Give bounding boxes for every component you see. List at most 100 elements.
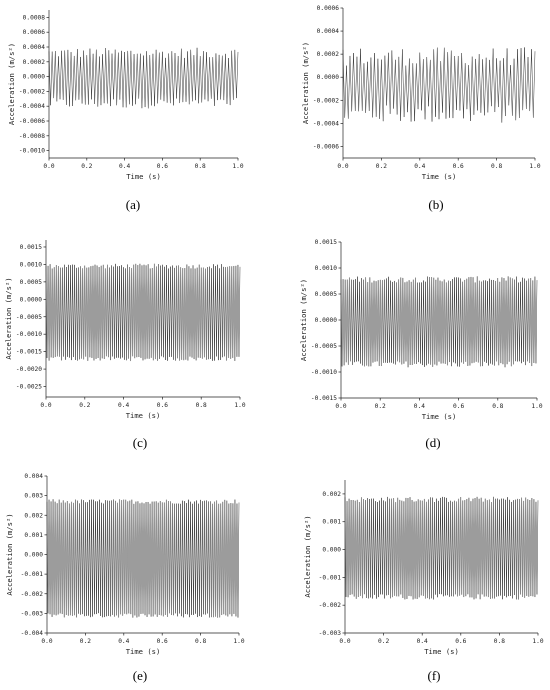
panel-caption: (d) <box>425 435 440 450</box>
signal-trace <box>344 496 539 600</box>
x-axis-title: Time (s) <box>126 172 161 181</box>
y-tick-label: -0.0010 <box>19 148 45 155</box>
y-axis-title: Acceleration (m/s²) <box>303 515 312 597</box>
panel-caption: (e) <box>133 668 147 683</box>
x-tick-label: 0.8 <box>492 403 503 410</box>
y-axis-title: Acceleration (m/s²) <box>301 42 310 124</box>
x-tick-label: 0.0 <box>335 403 346 410</box>
y-tick-label: -0.0004 <box>313 120 339 127</box>
y-tick-label: 0.0010 <box>315 265 338 272</box>
y-tick-label: -0.0002 <box>313 97 339 104</box>
y-tick-label: 0.0010 <box>20 261 43 268</box>
signal-trace <box>46 499 240 618</box>
x-tick-label: 0.8 <box>491 163 502 170</box>
x-tick-label: 1.0 <box>532 638 543 645</box>
x-tick-label: 0.0 <box>40 402 51 409</box>
panel-caption: (a) <box>126 197 140 212</box>
y-tick-label: 0.004 <box>24 473 43 480</box>
y-tick-label: 0.0015 <box>315 239 338 246</box>
x-axis-title: Time (s) <box>126 647 161 656</box>
signal-trace <box>45 263 241 362</box>
y-tick-label: 0.002 <box>24 512 43 519</box>
x-tick-label: 1.0 <box>233 638 244 645</box>
x-tick-label: 0.8 <box>494 638 505 645</box>
y-tick-label: -0.003 <box>21 610 44 617</box>
y-tick-label: -0.0006 <box>313 143 339 150</box>
y-tick-label: 0.0002 <box>23 59 46 66</box>
y-tick-label: -0.0006 <box>19 118 45 125</box>
x-tick-label: 1.0 <box>234 402 245 409</box>
panel-caption: (f) <box>428 668 441 683</box>
x-tick-label: 0.2 <box>376 163 387 170</box>
y-tick-label: 0.000 <box>322 547 341 554</box>
y-tick-label: -0.0020 <box>16 366 42 373</box>
chart-panel-2: 0.0006 0.0004 0.0002 0.0000 -0.0002 -0.0004 -0… <box>301 5 541 212</box>
y-tick-label: 0.0006 <box>23 29 46 36</box>
y-tick-label: 0.0004 <box>317 28 340 35</box>
y-tick-label: 0.0000 <box>23 74 46 81</box>
panel-caption: (c) <box>133 435 147 450</box>
x-tick-label: 0.2 <box>378 638 389 645</box>
x-tick-label: 0.2 <box>81 163 92 170</box>
y-tick-label: -0.001 <box>21 571 44 578</box>
x-tick-label: 0.6 <box>455 638 466 645</box>
x-tick-label: 1.0 <box>232 163 243 170</box>
y-tick-label: 0.0008 <box>23 14 46 21</box>
y-tick-label: -0.0004 <box>19 103 45 110</box>
y-tick-label: 0.0002 <box>317 51 340 58</box>
signal-trace <box>340 276 538 368</box>
x-tick-label: 0.2 <box>79 402 90 409</box>
x-axis-title: Time (s) <box>424 647 459 656</box>
y-tick-label: -0.0008 <box>19 133 45 140</box>
y-tick-label: 0.0000 <box>315 317 338 324</box>
y-tick-label: -0.0010 <box>16 331 42 338</box>
y-tick-label: 0.0005 <box>315 291 338 298</box>
x-axis-title: Time (s) <box>126 411 161 420</box>
y-tick-label: -0.0015 <box>311 395 337 402</box>
x-tick-label: 0.4 <box>414 403 425 410</box>
x-tick-label: 0.0 <box>41 638 52 645</box>
y-tick-label: -0.002 <box>319 602 342 609</box>
y-tick-label: -0.002 <box>21 591 44 598</box>
x-tick-label: 0.4 <box>414 163 425 170</box>
x-tick-label: 0.4 <box>118 402 129 409</box>
x-tick-label: 0.6 <box>453 163 464 170</box>
y-tick-label: 0.0004 <box>23 44 46 51</box>
y-axis-title: Acceleration (m/s²) <box>7 43 16 125</box>
y-axis-title: Acceleration (m/s²) <box>4 277 13 359</box>
y-tick-label: 0.0015 <box>20 244 43 251</box>
y-tick-label: 0.0006 <box>317 5 340 12</box>
x-tick-label: 0.0 <box>339 638 350 645</box>
x-axis-title: Time (s) <box>422 172 457 181</box>
chart-panel-1: 0.0008 0.0006 0.0004 0.0002 0.0000 -0.0002 -0.… <box>7 10 244 212</box>
x-tick-label: 1.0 <box>531 403 542 410</box>
y-axis-title: Acceleration (m/s²) <box>5 513 14 595</box>
y-tick-label: 0.0005 <box>20 279 43 286</box>
y-tick-label: 0.000 <box>24 552 43 559</box>
x-tick-label: 0.0 <box>43 163 54 170</box>
y-tick-label: -0.001 <box>319 574 342 581</box>
y-tick-label: -0.0002 <box>19 88 45 95</box>
signal-trace <box>48 47 239 109</box>
x-axis-title: Time (s) <box>422 412 457 421</box>
y-tick-label: -0.0025 <box>16 384 42 391</box>
x-tick-label: 0.2 <box>375 403 386 410</box>
y-tick-label: 0.003 <box>24 493 43 500</box>
y-tick-label: 0.001 <box>322 519 341 526</box>
x-tick-label: 0.6 <box>157 402 168 409</box>
y-tick-label: -0.0005 <box>16 314 42 321</box>
x-tick-label: 0.6 <box>453 403 464 410</box>
y-tick-label: 0.0000 <box>20 296 43 303</box>
x-tick-label: 0.8 <box>196 402 207 409</box>
signal-trace <box>342 47 536 123</box>
x-tick-label: 0.8 <box>195 163 206 170</box>
x-tick-label: 0.4 <box>417 638 428 645</box>
y-tick-label: 0.002 <box>322 491 341 498</box>
y-tick-label: -0.003 <box>319 630 342 637</box>
x-tick-label: 0.0 <box>337 163 348 170</box>
x-tick-label: 0.4 <box>118 638 129 645</box>
y-tick-label: -0.0010 <box>311 369 337 376</box>
y-tick-label: 0.0000 <box>317 74 340 81</box>
